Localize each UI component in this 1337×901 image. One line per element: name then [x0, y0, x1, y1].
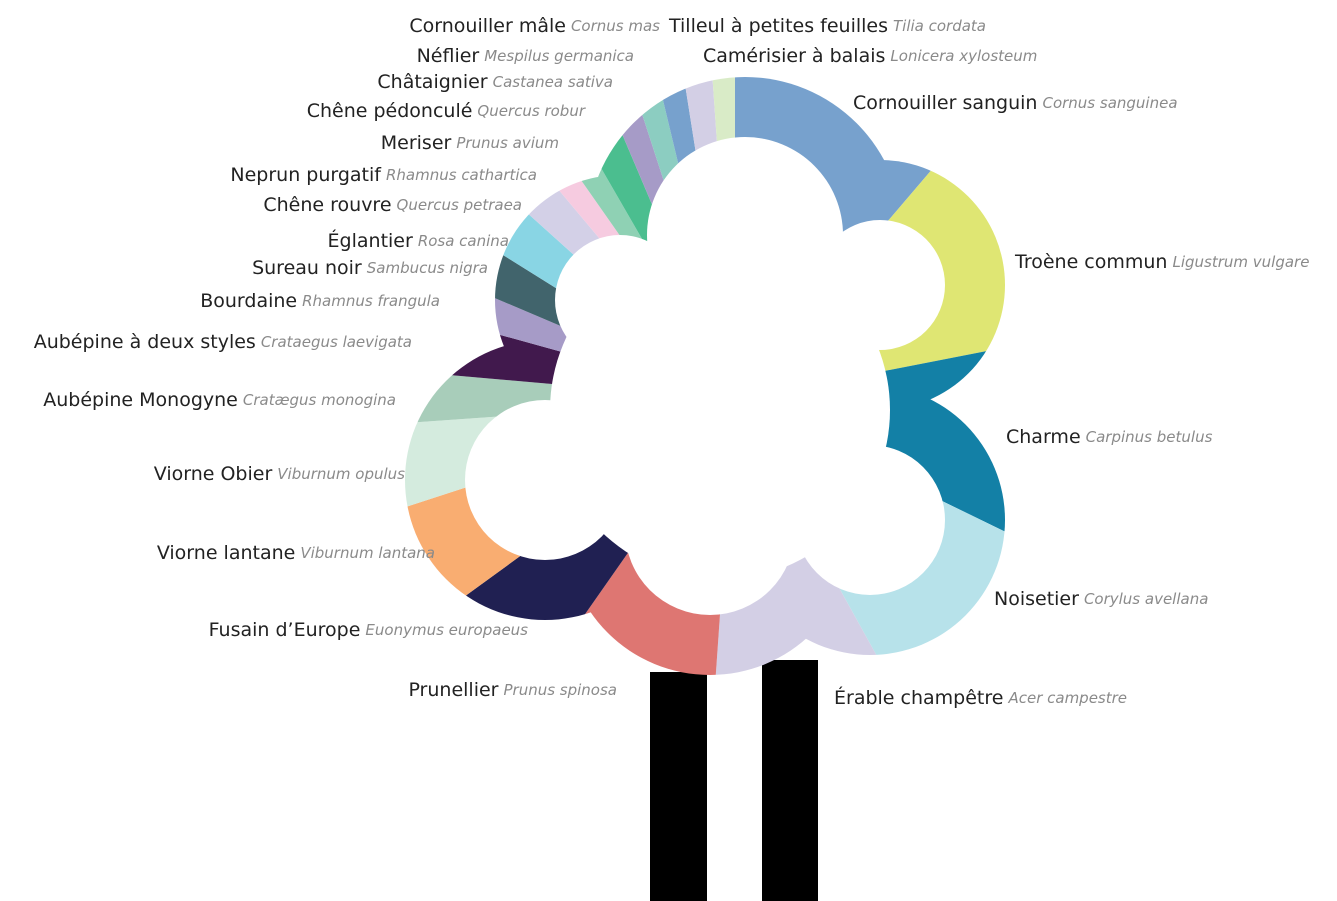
segment-label: Chêne pédonculé Quercus robur [307, 100, 586, 122]
common-name: Chêne pédonculé [307, 100, 473, 122]
latin-name: Rhamnus frangula [302, 292, 440, 310]
segment-label: Camérisier à balais Lonicera xylosteum [703, 45, 1037, 67]
segment-label: Viorne Obier Viburnum opulus [154, 463, 405, 485]
latin-name: Crataegus laevigata [261, 333, 412, 351]
common-name: Viorne Obier [154, 463, 273, 485]
common-name: Aubépine à deux styles [34, 331, 256, 353]
common-name: Viorne lantane [157, 542, 296, 564]
segment [471, 1, 735, 400]
segment-label: Néflier Mespilus germanica [417, 45, 634, 67]
segment-label: Charme Carpinus betulus [1006, 426, 1213, 448]
segment-label: Érable champêtre Acer campestre [834, 686, 1127, 709]
segment [276, 277, 735, 400]
segment-label: Aubépine Monogyne Cratægus monogina [43, 389, 396, 411]
segment-label: Neprun purgatif Rhamnus cathartica [230, 164, 537, 186]
common-name: Charme [1006, 426, 1081, 448]
segment [565, 0, 735, 400]
common-name: Châtaignier [377, 71, 487, 93]
latin-name: Quercus petraea [397, 196, 522, 214]
latin-name: Cornus mas [571, 17, 660, 35]
common-name: Aubépine Monogyne [43, 389, 238, 411]
segment-label: Tilleul à petites feuilles Tilia cordata [668, 15, 986, 37]
latin-name: Rhamnus cathartica [386, 166, 537, 184]
segment [471, 400, 735, 859]
latin-name: Cratægus monogina [243, 391, 396, 409]
segment-label: Sureau noir Sambucus nigra [252, 257, 488, 279]
segment [393, 47, 735, 400]
latin-name: Castanea sativa [493, 73, 613, 91]
segment [735, 400, 1149, 803]
latin-name: Tilia cordata [893, 17, 986, 35]
segment [311, 156, 735, 400]
latin-name: Acer campestre [1007, 689, 1127, 707]
common-name: Cornouiller mâle [409, 15, 566, 37]
latin-name: Euonymus europaeus [365, 621, 528, 639]
latin-name: Carpinus betulus [1086, 428, 1213, 446]
segment-label: Viorne lantane Viburnum lantana [157, 542, 435, 564]
segment [638, 0, 735, 400]
segment [671, 0, 735, 400]
segment-label: Châtaignier Castanea sativa [377, 71, 613, 93]
common-name: Bourdaine [200, 290, 297, 312]
segment [344, 92, 735, 400]
segment-label: Cornouiller sanguin Cornus sanguinea [853, 92, 1178, 114]
ring [274, 0, 1195, 860]
common-name: Chêne rouvre [263, 194, 391, 216]
segment-label: Noisetier Corylus avellana [994, 588, 1208, 610]
common-name: Néflier [417, 45, 480, 67]
common-name: Neprun purgatif [230, 164, 382, 186]
segment-label: Bourdaine Rhamnus frangula [200, 290, 440, 312]
labels: Cornouiller sanguin Cornus sanguinea Troèn… [34, 15, 1310, 709]
segment-label: Chêne rouvre Quercus petraea [263, 194, 522, 216]
segment [735, 0, 1034, 400]
segment [735, 312, 1195, 602]
segment [274, 359, 735, 433]
latin-name: Prunus avium [456, 134, 559, 152]
segment-label: Églantier Rosa canina [328, 229, 509, 252]
common-name: Érable champêtre [834, 686, 1003, 709]
latin-name: Lonicera xylosteum [890, 47, 1037, 65]
latin-name: Rosa canina [418, 232, 509, 250]
common-name: Camérisier à balais [703, 45, 885, 67]
segment [291, 220, 735, 400]
segment-label: Cornouiller mâle Cornus mas [409, 15, 660, 37]
segment-label: Aubépine à deux styles Crataegus laevigat… [34, 331, 412, 353]
latin-name: Prunus spinosa [503, 681, 617, 699]
common-name: Meriser [381, 132, 452, 154]
common-name: Tilleul à petites feuilles [668, 15, 888, 37]
segment [505, 0, 735, 400]
common-name: Églantier [328, 229, 413, 252]
latin-name: Viburnum opulus [277, 465, 405, 483]
latin-name: Corylus avellana [1084, 590, 1208, 608]
latin-name: Viburnum lantana [300, 544, 435, 562]
latin-name: Mespilus germanica [484, 47, 634, 65]
segment-label: Fusain d’Europe Euonymus europaeus [209, 619, 529, 641]
segment-label: Troène commun Ligustrum vulgare [1014, 251, 1309, 273]
latin-name: Cornus sanguinea [1042, 94, 1177, 112]
segment [297, 400, 735, 671]
common-name: Sureau noir [252, 257, 362, 279]
segment-label: Meriser Prunus avium [381, 132, 559, 154]
common-name: Noisetier [994, 588, 1079, 610]
segment-label: Prunellier Prunus spinosa [408, 679, 617, 701]
segment [439, 23, 735, 400]
latin-name: Ligustrum vulgare [1172, 253, 1309, 271]
segment [707, 0, 735, 400]
common-name: Prunellier [408, 679, 498, 701]
segment [362, 400, 735, 777]
common-name: Fusain d’Europe [209, 619, 361, 641]
latin-name: Sambucus nigra [367, 259, 488, 277]
common-name: Cornouiller sanguin [853, 92, 1037, 114]
segment [702, 400, 959, 860]
segment [735, 50, 1187, 400]
segment [276, 400, 735, 543]
common-name: Troène commun [1014, 251, 1167, 273]
latin-name: Quercus robur [477, 102, 585, 120]
